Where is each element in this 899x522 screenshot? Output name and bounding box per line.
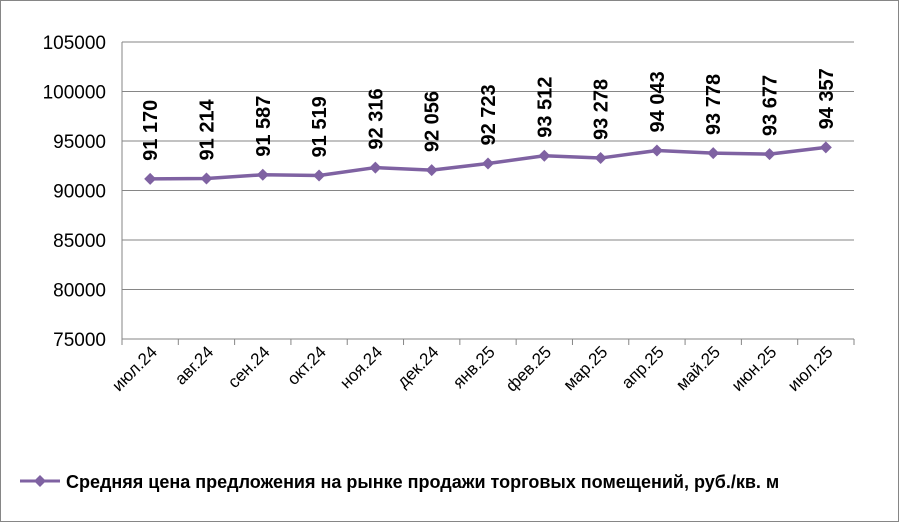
x-tick-label: авг.24 [171, 342, 217, 388]
data-labels: 91 170 91 214 91 587 91 519 92 316 92 056 92 7… [140, 68, 838, 161]
x-tick-label: июн.25 [728, 342, 781, 395]
y-tick-label: 80000 [53, 281, 106, 302]
data-point-marker [594, 152, 607, 165]
y-tick-label: 90000 [53, 182, 106, 203]
x-tick-label: апр.25 [618, 342, 668, 392]
gridlines [122, 41, 854, 290]
x-tick-label: сен.24 [224, 342, 273, 391]
data-label: 93 278 [591, 79, 613, 140]
y-tick-label: 105000 [43, 33, 106, 54]
legend-label: Средняя цена предложения на рынке продаж… [66, 472, 779, 492]
x-tick-label: ноя.24 [336, 342, 386, 392]
data-point-marker [650, 144, 663, 157]
data-label: 91 587 [253, 96, 275, 157]
data-label: 93 677 [760, 75, 782, 136]
axes [121, 42, 855, 345]
x-tick-label: окт.24 [284, 342, 330, 388]
x-tick-label: фев.25 [502, 342, 555, 395]
data-label: 94 043 [647, 71, 669, 132]
y-tick-label: 85000 [53, 231, 106, 252]
data-label: 91 519 [309, 96, 331, 157]
data-label: 92 056 [422, 91, 444, 152]
y-tick-labels: 75000 80000 85000 90000 95000 100000 105000 [43, 33, 106, 351]
y-tick-label: 100000 [43, 83, 106, 104]
x-tick-label: дек.24 [393, 342, 442, 391]
data-point-marker [707, 147, 720, 160]
y-tick-label: 75000 [53, 330, 106, 351]
legend-diamond-marker [34, 475, 46, 487]
data-point-marker [819, 141, 832, 154]
x-tick-label: май.25 [672, 342, 724, 394]
data-point-marker [482, 157, 494, 170]
series [144, 141, 832, 185]
data-point-marker [313, 169, 326, 182]
x-tick-labels: июл.24 авг.24 сен.24 окт.24 ноя.24 дек.24 янв.… [108, 342, 836, 395]
data-point-marker [144, 172, 157, 185]
data-point-marker [200, 172, 213, 185]
data-point-marker [763, 148, 776, 161]
data-label: 92 316 [365, 88, 387, 149]
legend: Средняя цена предложения на рынке продаж… [20, 472, 779, 492]
x-tick-label: янв.25 [449, 342, 499, 392]
data-label: 92 723 [478, 84, 500, 145]
data-point-marker [425, 164, 438, 177]
data-label: 93 778 [703, 74, 725, 135]
data-point-marker [538, 149, 551, 162]
x-tick-label: мар.25 [560, 342, 612, 394]
data-point-marker [256, 168, 269, 181]
y-tick-label: 95000 [53, 132, 106, 153]
data-label: 91 170 [140, 100, 162, 161]
data-point-marker [369, 161, 382, 174]
x-tick-label: июл.24 [108, 342, 161, 395]
data-label: 94 357 [816, 68, 838, 129]
x-tick-label: июл.25 [784, 342, 837, 395]
data-label: 93 512 [534, 77, 556, 138]
data-label: 91 214 [196, 98, 218, 160]
